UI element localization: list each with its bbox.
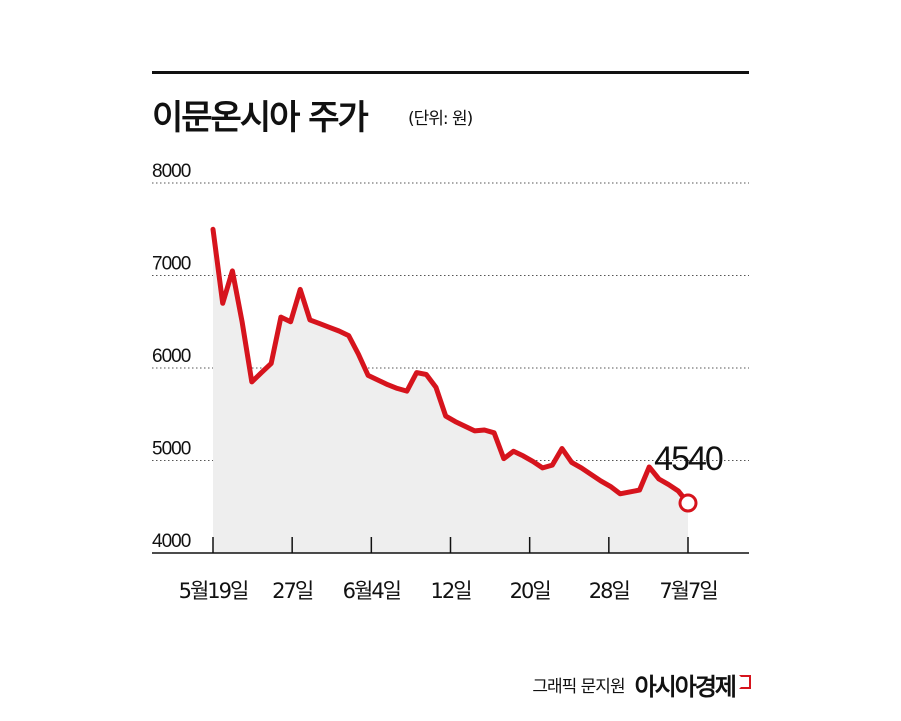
x-tick-label: 27일 <box>272 579 313 603</box>
chart-title: 이문온시아 주가 <box>152 98 369 138</box>
last-value-label: 4540 <box>654 440 723 478</box>
x-tick-label: 20일 <box>510 579 551 603</box>
x-axis-ticks: 5월19일 27일 6월4일 12일 20일 28일 7월7일 <box>179 579 720 603</box>
y-tick-label: 8000 <box>152 161 191 182</box>
x-tick-label: 5월19일 <box>179 579 248 603</box>
y-tick-label: 7000 <box>152 254 191 275</box>
y-tick-label: 4000 <box>152 531 191 552</box>
credit-text: 그래픽 문지원 <box>532 677 625 697</box>
brand-mark-icon <box>739 674 751 689</box>
x-tick-label: 7월7일 <box>659 579 717 603</box>
data-labels: 4540 <box>654 440 725 513</box>
credit: 그래픽 문지원 아시아경제 <box>532 667 751 702</box>
x-axis <box>152 537 749 554</box>
y-tick-label: 5000 <box>152 439 191 460</box>
series-line <box>210 226 691 506</box>
grid-lines <box>152 182 749 461</box>
area-path <box>213 229 688 554</box>
series-polyline <box>210 226 691 506</box>
y-axis-ticks: 8000 7000 6000 5000 4000 <box>152 161 192 552</box>
brand-logo: 아시아경제 <box>634 673 737 701</box>
x-tick-label: 28일 <box>589 579 630 603</box>
y-tick-label: 6000 <box>152 346 191 367</box>
unit-label: (단위: 원) <box>408 109 473 129</box>
x-tick-label: 6월4일 <box>343 579 401 603</box>
x-tick-label: 12일 <box>430 579 471 603</box>
last-point-marker <box>678 493 698 513</box>
top-rule <box>152 71 749 74</box>
area-fill <box>213 229 688 554</box>
